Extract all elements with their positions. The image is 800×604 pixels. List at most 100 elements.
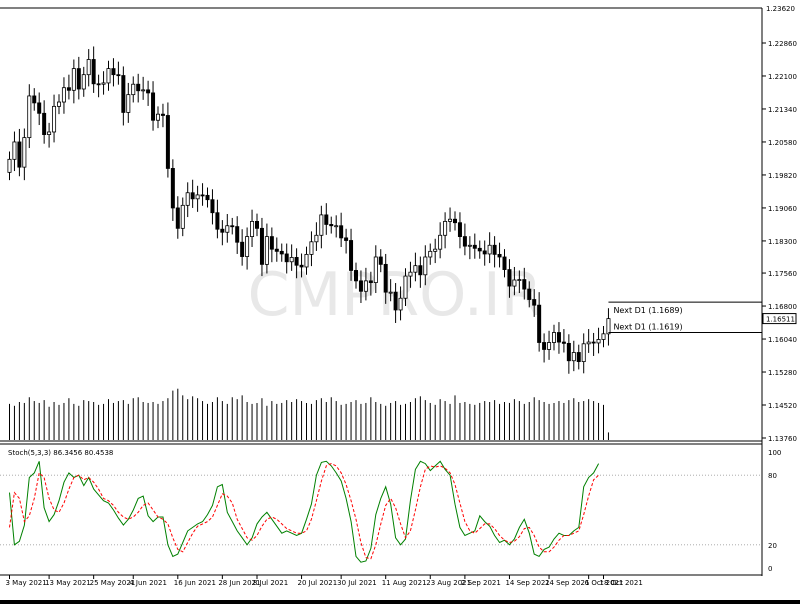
candle-up (586, 341, 591, 345)
candle-down (205, 194, 210, 201)
candle-down (527, 288, 532, 300)
candle-down (294, 257, 299, 266)
candle-up (433, 248, 438, 252)
candle-down (329, 224, 334, 227)
candle-down (220, 228, 225, 233)
candle-down (299, 264, 304, 268)
candle-down (170, 168, 175, 209)
candle-up (245, 236, 250, 257)
date-tick-label: 8 Jul 2021 (253, 579, 288, 587)
candle-up (314, 234, 319, 243)
candle-down (339, 225, 344, 239)
candle-down (324, 214, 329, 225)
candle-down (383, 263, 388, 293)
price-tick-label: 1.22100 (768, 73, 797, 81)
candle-down (492, 244, 497, 255)
candle-down (344, 237, 349, 241)
candle-up (413, 265, 418, 273)
candle-down (146, 89, 151, 94)
candle-down (116, 74, 121, 77)
candle-up (27, 95, 32, 139)
candle-down (190, 192, 195, 200)
price-tick-label: 1.15280 (768, 369, 797, 377)
candle-up (131, 83, 136, 96)
candle-up (47, 131, 52, 135)
candle-down (537, 304, 542, 343)
candle-down (349, 240, 354, 271)
price-tick-label: 1.21340 (768, 106, 797, 114)
date-tick-label: 16 Jun 2021 (174, 579, 216, 587)
next-d1-label: Next D1 (1.1619) (613, 323, 682, 332)
candle-down (358, 280, 363, 292)
candle-up (81, 74, 86, 90)
candle-up (547, 342, 552, 350)
candle-up (487, 244, 492, 255)
candle-up (517, 279, 522, 281)
candle-up (581, 343, 586, 363)
candle-down (274, 248, 279, 252)
candle-down (462, 236, 467, 247)
candle-down (457, 222, 462, 237)
candle-up (448, 218, 453, 222)
candle-up (225, 225, 230, 233)
stoch-tick-label: 80 (768, 472, 777, 480)
candle-down (566, 342, 571, 362)
stoch-signal-line (9, 463, 599, 560)
candle-down (42, 112, 47, 135)
candle-down (368, 280, 373, 284)
price-tick-label: 1.13760 (768, 435, 797, 443)
top-price-tick-label: 1.23620 (766, 5, 795, 13)
price-tick-label: 1.18300 (768, 238, 797, 246)
price-tick-label: 1.19820 (768, 172, 797, 180)
candle-up (309, 241, 314, 255)
candle-down (482, 250, 487, 255)
candle-down (240, 241, 245, 257)
candle-down (66, 87, 71, 91)
candle-down (477, 247, 482, 252)
date-tick-label: 20 Jul 2021 (298, 579, 338, 587)
candle-up (180, 204, 185, 229)
candle-up (101, 82, 106, 85)
date-tick-label: 2 Sep 2021 (461, 579, 501, 587)
candle-up (398, 297, 403, 311)
price-tick-label: 1.16040 (768, 336, 797, 344)
candle-up (57, 101, 62, 107)
date-tick-label: 24 Sep 2021 (545, 579, 589, 587)
stoch-main-line (9, 460, 600, 563)
candle-up (185, 192, 190, 206)
candle-down (259, 227, 264, 265)
date-tick-label: 3 May 2021 (6, 579, 47, 587)
date-tick-label: 28 Jun 2021 (218, 579, 260, 587)
candle-up (155, 113, 160, 121)
candle-up (388, 291, 393, 294)
candle-down (472, 244, 477, 249)
candle-down (121, 75, 126, 113)
candle-up (423, 256, 428, 276)
candle-up (61, 87, 66, 103)
date-tick-label: 18 Oct 2021 (600, 579, 643, 587)
candle-up (71, 68, 76, 91)
candle-down (136, 83, 141, 92)
candle-down (32, 95, 37, 104)
candle-down (165, 115, 170, 169)
candle-up (22, 137, 27, 168)
candle-down (215, 212, 220, 230)
candle-up (319, 214, 324, 236)
candle-up (438, 234, 443, 250)
candle-down (37, 102, 42, 114)
candle-down (353, 270, 358, 282)
candle-up (304, 253, 309, 268)
candle-down (160, 113, 165, 116)
candle-down (502, 256, 507, 270)
candle-down (532, 299, 537, 306)
candle-up (443, 220, 448, 236)
date-tick-label: 6 Oct 2021 (585, 579, 624, 587)
candle-up (126, 94, 131, 113)
date-tick-label: 13 May 2021 (45, 579, 91, 587)
candle-up (373, 256, 378, 284)
price-tick-label: 1.17560 (768, 270, 797, 278)
candle-up (86, 59, 91, 76)
candle-down (556, 332, 561, 343)
candle-down (497, 253, 502, 258)
date-tick-label: 11 Aug 2021 (382, 579, 427, 587)
